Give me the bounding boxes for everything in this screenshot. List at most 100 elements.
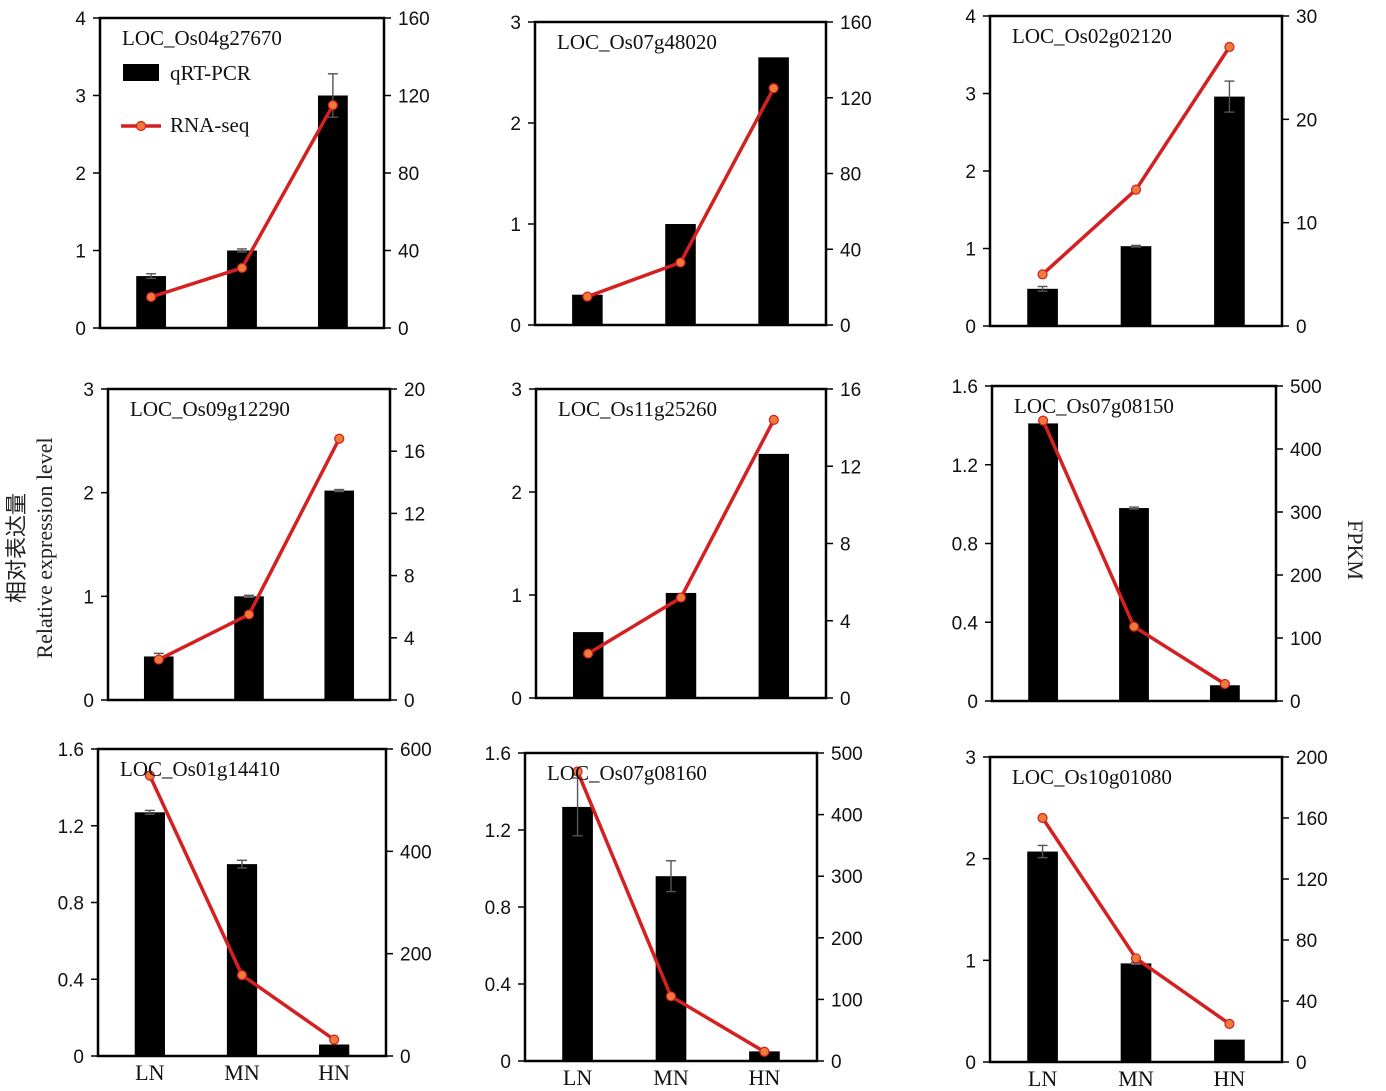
left-tick-label: 1 bbox=[83, 587, 94, 608]
right-tick-label: 80 bbox=[840, 165, 861, 186]
legend-bar-label: qRT-PCR bbox=[170, 61, 251, 85]
right-tick-label: 30 bbox=[1296, 7, 1317, 28]
right-tick-label: 4 bbox=[404, 629, 415, 650]
left-axis-label-cn: 相对表达量 bbox=[4, 493, 29, 603]
legend-bar-swatch bbox=[123, 64, 159, 81]
bar-HN bbox=[319, 1044, 350, 1056]
rna-seq-point-LN bbox=[572, 766, 583, 777]
panel-title: LOC_Os09g12290 bbox=[130, 397, 290, 421]
left-tick-label: 0 bbox=[73, 1047, 84, 1068]
rna-seq-point-LN bbox=[1037, 269, 1048, 280]
right-tick-label: 160 bbox=[840, 13, 872, 34]
rna-seq-point-MN bbox=[243, 609, 255, 620]
category-label: MN bbox=[653, 1065, 689, 1090]
left-tick-label: 2 bbox=[75, 164, 86, 185]
bar-HN bbox=[317, 95, 348, 328]
right-tick-label: 0 bbox=[1296, 1053, 1307, 1074]
bar-LN bbox=[1027, 288, 1058, 326]
bar-LN bbox=[1027, 851, 1058, 1062]
panel-title: LOC_Os11g25260 bbox=[558, 397, 717, 421]
right-tick-label: 16 bbox=[840, 380, 861, 401]
right-tick-label: 300 bbox=[1290, 503, 1322, 524]
rna-seq-point-LN bbox=[582, 291, 593, 302]
bar-LN bbox=[562, 806, 593, 1061]
category-label: MN bbox=[1118, 1066, 1154, 1091]
right-tick-label: 40 bbox=[398, 242, 419, 263]
left-tick-label: 1.6 bbox=[952, 377, 978, 398]
panel-title: LOC_Os07g48020 bbox=[557, 30, 717, 54]
left-tick-label: 0.8 bbox=[58, 894, 84, 915]
rna-seq-point-MN bbox=[1128, 621, 1140, 632]
rna-seq-point-HN bbox=[1224, 1018, 1235, 1029]
right-tick-label: 200 bbox=[831, 929, 863, 950]
right-tick-label: 0 bbox=[404, 691, 415, 712]
right-tick-label: 0 bbox=[400, 1047, 411, 1068]
left-tick-label: 0 bbox=[510, 316, 521, 337]
chart-panel-2: 0 1 2 3 0 40 80 120 160 LOC_Os07g48020 bbox=[510, 13, 871, 337]
rna-seq-point-HN bbox=[768, 414, 779, 425]
left-tick-label: 3 bbox=[965, 85, 976, 106]
category-label: LN bbox=[135, 1060, 164, 1085]
right-tick-label: 500 bbox=[1290, 377, 1322, 398]
right-tick-label: 10 bbox=[1296, 214, 1317, 235]
panel-title: LOC_Os01g14410 bbox=[120, 757, 280, 781]
right-tick-label: 120 bbox=[1296, 870, 1328, 891]
right-tick-label: 0 bbox=[398, 319, 409, 340]
category-label: MN bbox=[224, 1060, 260, 1085]
left-tick-label: 1 bbox=[965, 240, 976, 261]
rna-seq-point-MN bbox=[1130, 184, 1142, 195]
rna-seq-point-LN bbox=[146, 291, 157, 303]
panel-title: LOC_Os10g01080 bbox=[1012, 765, 1172, 789]
right-tick-label: 80 bbox=[1296, 931, 1317, 952]
right-tick-label: 160 bbox=[1296, 809, 1328, 830]
right-tick-label: 200 bbox=[1296, 748, 1328, 769]
right-tick-label: 400 bbox=[400, 842, 432, 863]
right-tick-label: 20 bbox=[404, 380, 425, 401]
left-tick-label: 0.4 bbox=[952, 613, 979, 634]
left-tick-label: 2 bbox=[965, 162, 976, 183]
bar-HN bbox=[1214, 1039, 1245, 1062]
rna-seq-point-HN bbox=[327, 100, 338, 111]
category-label: HN bbox=[318, 1060, 350, 1085]
panel-title: LOC_Os04g27670 bbox=[122, 26, 282, 50]
rna-seq-point-MN bbox=[236, 970, 248, 981]
panel-title: LOC_Os02g02120 bbox=[1012, 24, 1172, 48]
right-tick-label: 0 bbox=[1296, 317, 1307, 338]
rna-seq-point-HN bbox=[759, 1046, 770, 1057]
right-tick-label: 600 bbox=[400, 740, 432, 761]
rna-seq-point-LN bbox=[583, 648, 594, 659]
right-tick-label: 200 bbox=[400, 945, 432, 966]
rna-seq-point-HN bbox=[329, 1034, 340, 1045]
category-label: LN bbox=[563, 1065, 592, 1090]
left-tick-label: 1 bbox=[965, 951, 976, 972]
right-axis-label: FPKM bbox=[1343, 520, 1368, 580]
left-tick-label: 0 bbox=[500, 1052, 511, 1073]
left-tick-label: 2 bbox=[511, 483, 522, 504]
rna-seq-point-HN bbox=[1219, 678, 1230, 690]
right-tick-label: 120 bbox=[840, 89, 872, 110]
left-tick-label: 0 bbox=[83, 691, 94, 712]
left-tick-label: 0.4 bbox=[485, 975, 512, 996]
left-tick-label: 3 bbox=[511, 380, 522, 401]
right-tick-label: 12 bbox=[840, 457, 861, 478]
bar-HN bbox=[758, 453, 790, 698]
legend-line-label: RNA-seq bbox=[170, 113, 250, 137]
rna-seq-point-LN bbox=[153, 654, 164, 665]
right-tick-label: 100 bbox=[1290, 629, 1322, 650]
rna-seq-point-HN bbox=[1224, 41, 1235, 53]
right-tick-label: 160 bbox=[398, 9, 430, 30]
rna-seq-point-LN bbox=[144, 770, 155, 781]
bar-MN bbox=[1120, 963, 1152, 1062]
left-tick-label: 0 bbox=[511, 689, 522, 710]
left-tick-label: 1.6 bbox=[58, 740, 84, 761]
left-tick-label: 3 bbox=[510, 13, 521, 34]
rna-seq-point-MN bbox=[675, 257, 686, 268]
chart-panel-3: 0 1 2 3 4 0 10 20 30 LOC_Os02g02120 bbox=[965, 7, 1317, 338]
right-tick-label: 40 bbox=[840, 240, 861, 261]
left-tick-label: 2 bbox=[83, 484, 94, 505]
bar-LN bbox=[134, 812, 165, 1056]
bar-HN bbox=[1209, 685, 1240, 701]
